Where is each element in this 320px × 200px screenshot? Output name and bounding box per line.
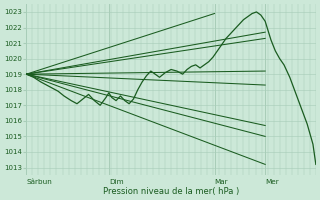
X-axis label: Pression niveau de la mer( hPa ): Pression niveau de la mer( hPa ) — [103, 187, 239, 196]
